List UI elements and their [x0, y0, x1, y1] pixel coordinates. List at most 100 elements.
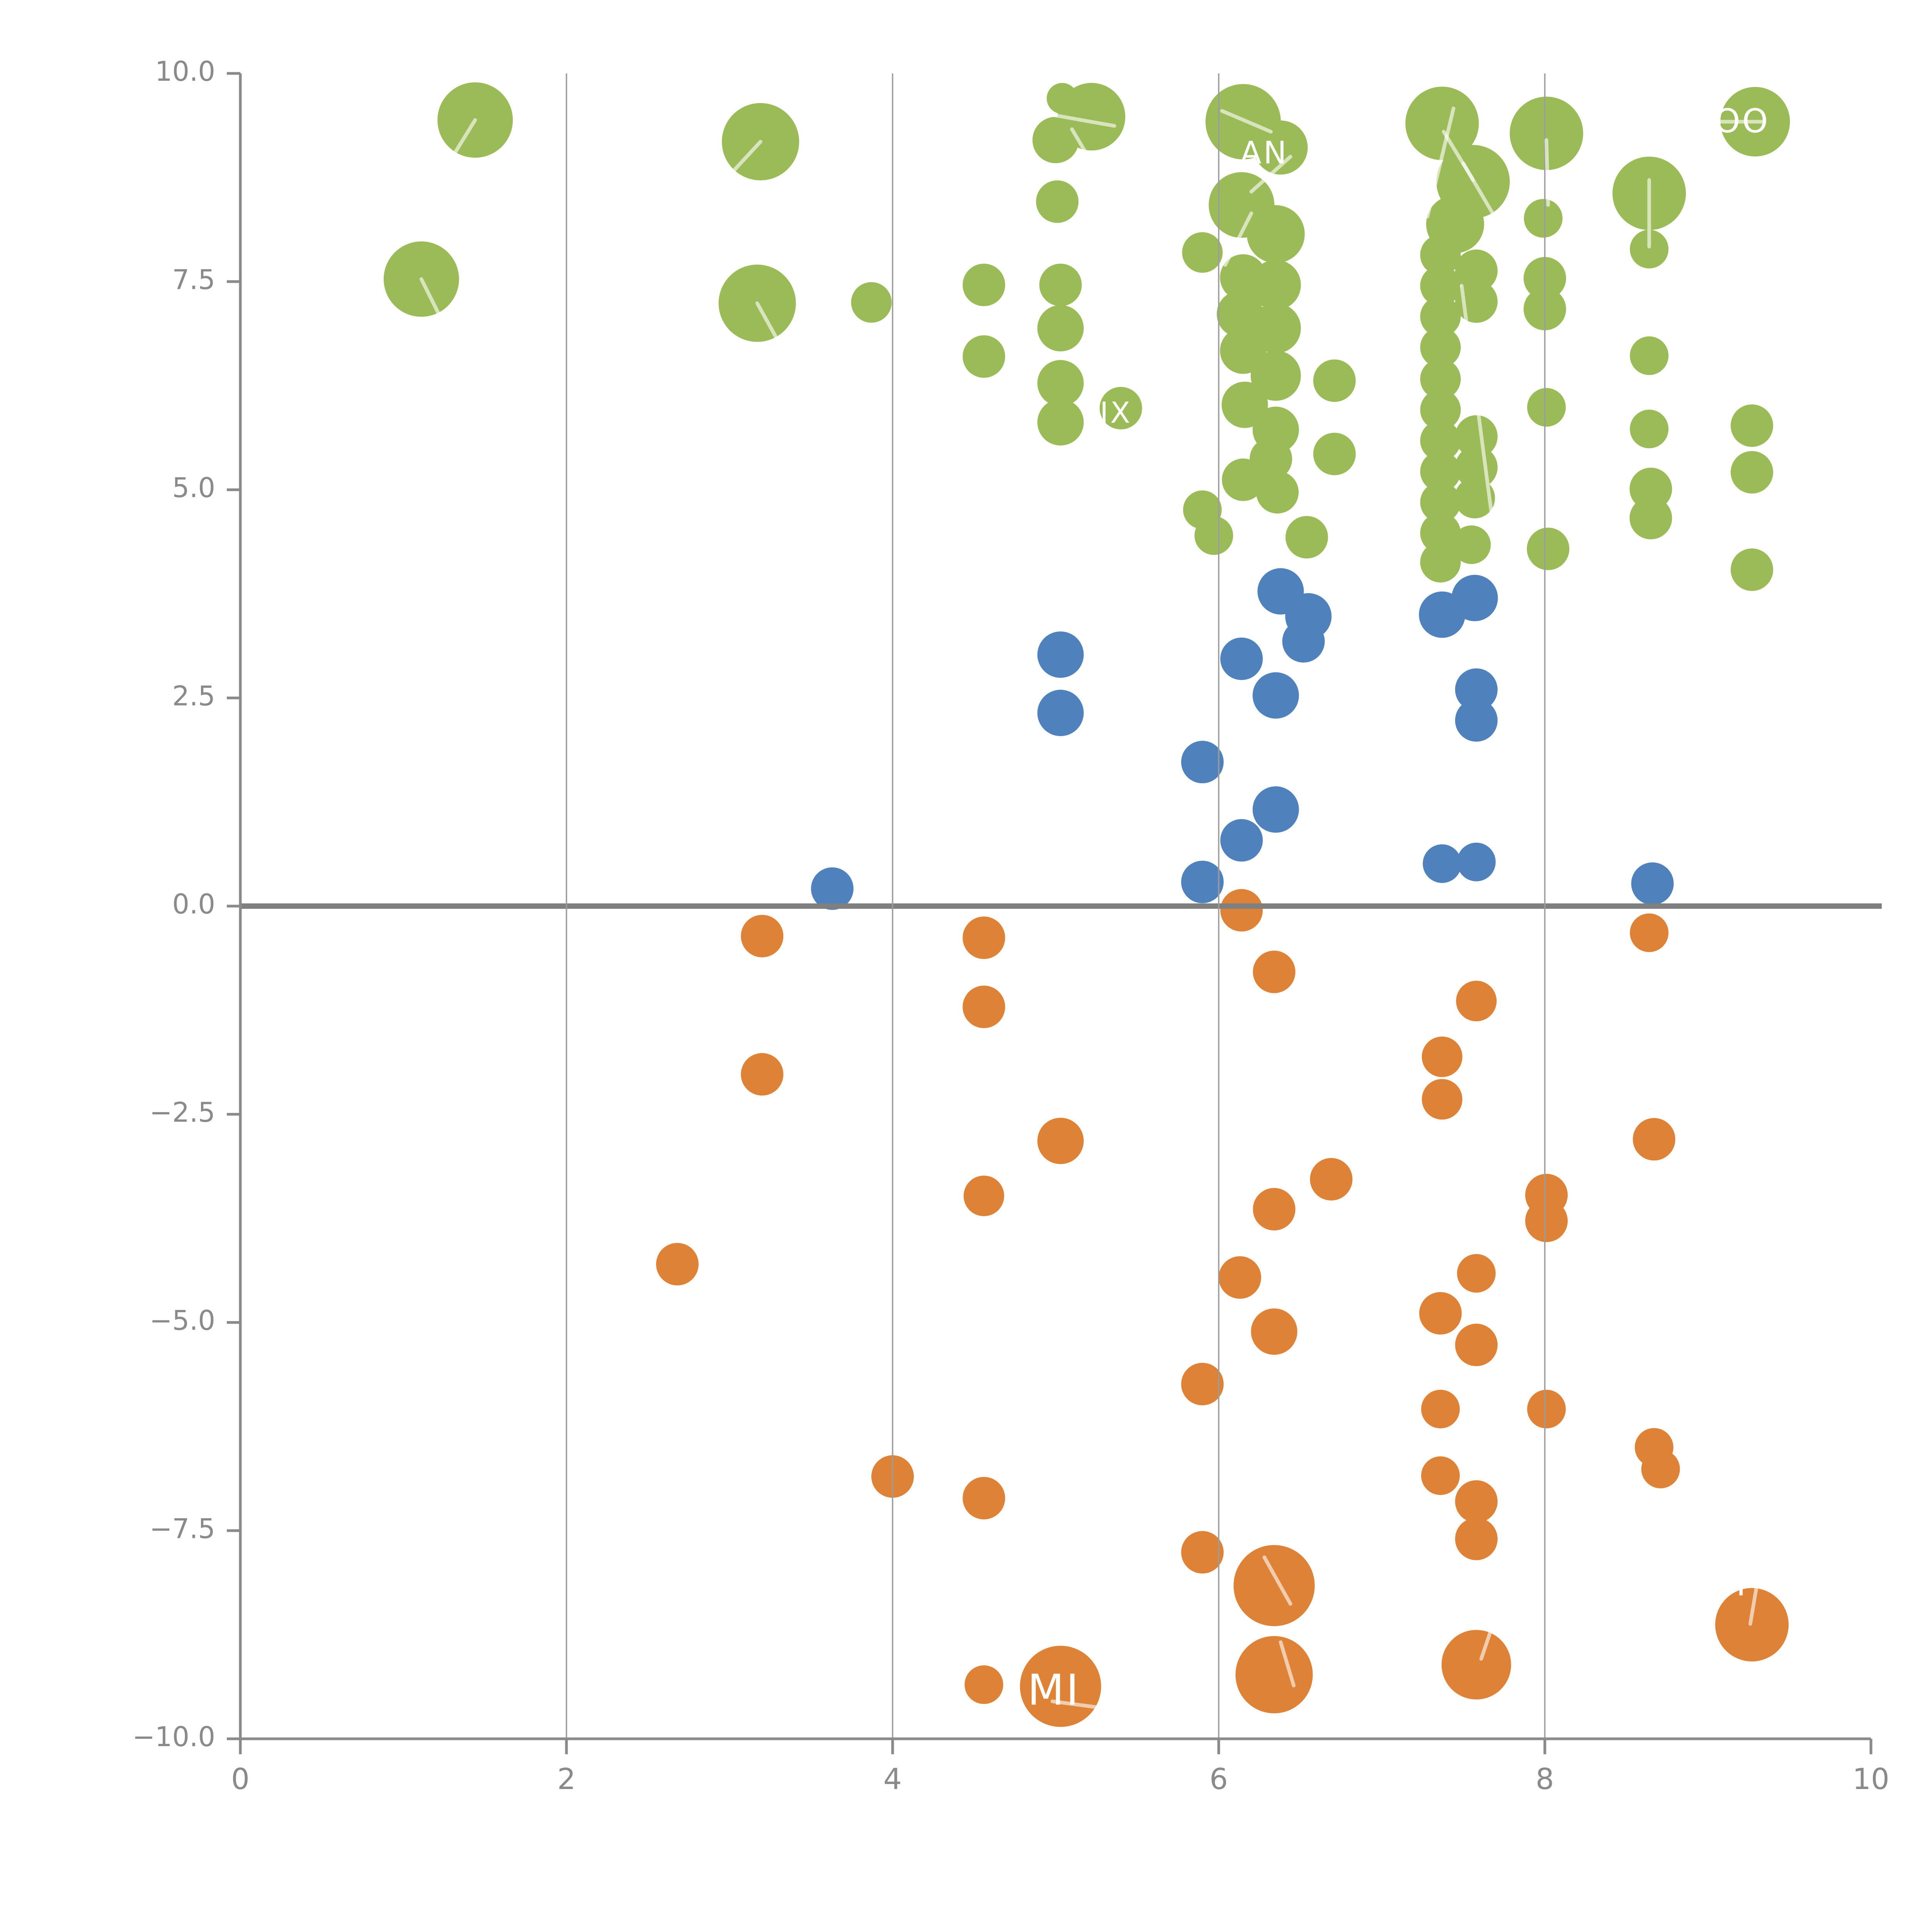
- annotation-leader-line: [1279, 1640, 1296, 1687]
- bubble-orange: [1421, 1389, 1460, 1429]
- bubble-green: [1630, 336, 1669, 375]
- annotation-leader-line: [1037, 111, 1116, 128]
- bubble-green: [1032, 117, 1079, 163]
- bubble-orange: [1633, 1118, 1675, 1161]
- annotation-label: AN: [1240, 135, 1289, 171]
- annotation-leader-line: [755, 301, 781, 344]
- annotation-leader-line: [1262, 1555, 1293, 1606]
- annotation-leader-line: [1479, 1614, 1498, 1661]
- bubble-orange: [963, 985, 1005, 1028]
- annotation-leader-line: [1460, 284, 1495, 524]
- bubble-orange: [1457, 1254, 1496, 1293]
- bubble-orange: [656, 1243, 699, 1286]
- bubble-green: [851, 282, 892, 323]
- bubble-blue: [1037, 631, 1084, 678]
- bubble-green: [1629, 468, 1672, 510]
- bubble-blue: [1220, 637, 1263, 680]
- annotation-leader-line: [1544, 138, 1550, 207]
- x-tick-label: 6: [1209, 1762, 1228, 1796]
- bubble-green: [1420, 327, 1461, 368]
- bubble-blue: [1451, 575, 1498, 621]
- bubble-orange: [963, 1477, 1005, 1520]
- annotation-leader-line: [1748, 1573, 1760, 1626]
- bubble-orange: [1422, 1079, 1463, 1120]
- bubble-green: [1420, 420, 1461, 461]
- bubble-green: [1527, 527, 1570, 570]
- bubble-green: [1420, 235, 1461, 276]
- bubble-green: [1420, 482, 1461, 523]
- bubble-green: [1037, 399, 1084, 446]
- bubble-green: [1455, 249, 1498, 292]
- bubble-orange: [1218, 1256, 1261, 1299]
- bubble-green: [1250, 350, 1301, 401]
- bubble-blue: [1037, 690, 1084, 736]
- bubble-green: [1256, 471, 1299, 514]
- bubble-green: [1524, 199, 1563, 238]
- bubble-orange: [1421, 1456, 1460, 1495]
- bubble-orange: [741, 1053, 784, 1096]
- bubble-orange: [1455, 1480, 1498, 1523]
- bubble-orange: [1037, 1117, 1084, 1164]
- bubble-green: [1285, 516, 1328, 559]
- bubble-green: [1250, 260, 1301, 310]
- bubble-green: [1182, 232, 1223, 273]
- bubble-green: [1510, 97, 1583, 170]
- bubble-green: [1630, 410, 1669, 449]
- bubble-orange: [1251, 1308, 1298, 1355]
- bubble-green: [963, 335, 1005, 378]
- y-tick-label: 7.5: [172, 264, 215, 296]
- bubble-orange: [964, 1665, 1003, 1704]
- annotation-leader-line: [1425, 106, 1456, 219]
- bubble-green: [1039, 264, 1082, 306]
- annotation-leader-line: [1220, 109, 1273, 134]
- bubble-green: [1730, 404, 1773, 447]
- y-tick-label: 0.0: [172, 888, 215, 920]
- bubble-orange: [1527, 1389, 1566, 1429]
- bubble-orange: [1253, 951, 1296, 993]
- bubble-green: [1630, 230, 1669, 269]
- bubble-green: [1455, 415, 1498, 458]
- bubble-blue: [1423, 844, 1462, 883]
- bubble-orange: [963, 1175, 1004, 1216]
- annotation-leader-line: [1461, 161, 1505, 232]
- y-tick-label: 10.0: [155, 56, 215, 87]
- bubble-orange: [1310, 1158, 1353, 1201]
- bubble-green: [963, 264, 1005, 306]
- x-tick-label: 2: [557, 1762, 576, 1796]
- x-tick-label: 8: [1536, 1762, 1554, 1796]
- bubble-blue: [1455, 668, 1498, 711]
- annotation-leader-line: [731, 139, 762, 174]
- y-tick-label: −2.5: [150, 1097, 215, 1128]
- bubble-orange: [1630, 913, 1669, 952]
- bubble-green: [1452, 525, 1491, 564]
- bubble-blue: [1181, 741, 1224, 784]
- bubble-orange: [1455, 1323, 1498, 1366]
- bubble-orange: [1525, 1199, 1568, 1242]
- x-tick-label: 0: [231, 1762, 250, 1796]
- bubble-green: [1194, 516, 1233, 555]
- bubble-blue: [1252, 672, 1299, 719]
- bubble-green: [1420, 265, 1461, 306]
- bubble-blue: [1631, 862, 1674, 905]
- bubble-green: [1420, 389, 1461, 430]
- bubble-orange: [1422, 1036, 1463, 1077]
- y-tick-label: −10.0: [132, 1721, 215, 1753]
- bubble-green: [1420, 296, 1461, 337]
- bubble-blue: [1181, 861, 1224, 903]
- bubble-blue: [1455, 699, 1498, 742]
- y-tick-label: 2.5: [172, 680, 215, 712]
- bubble-green: [1420, 451, 1461, 492]
- bubble-green: [1313, 432, 1356, 475]
- bubble-blue: [1220, 819, 1263, 862]
- annotation-leader-line: [419, 277, 445, 323]
- bubble-orange: [1181, 1531, 1224, 1574]
- annotation-leader-line: [1223, 211, 1253, 267]
- annotation-label: –: [1528, 765, 1539, 786]
- bubble-blue: [811, 867, 854, 910]
- bubble-green: [1247, 205, 1305, 263]
- bubble-green: [1253, 120, 1308, 175]
- bubble-orange: [1220, 889, 1263, 932]
- bubble-green: [1629, 497, 1672, 539]
- bubble-green: [1221, 381, 1268, 428]
- bubble-green: [1730, 451, 1773, 494]
